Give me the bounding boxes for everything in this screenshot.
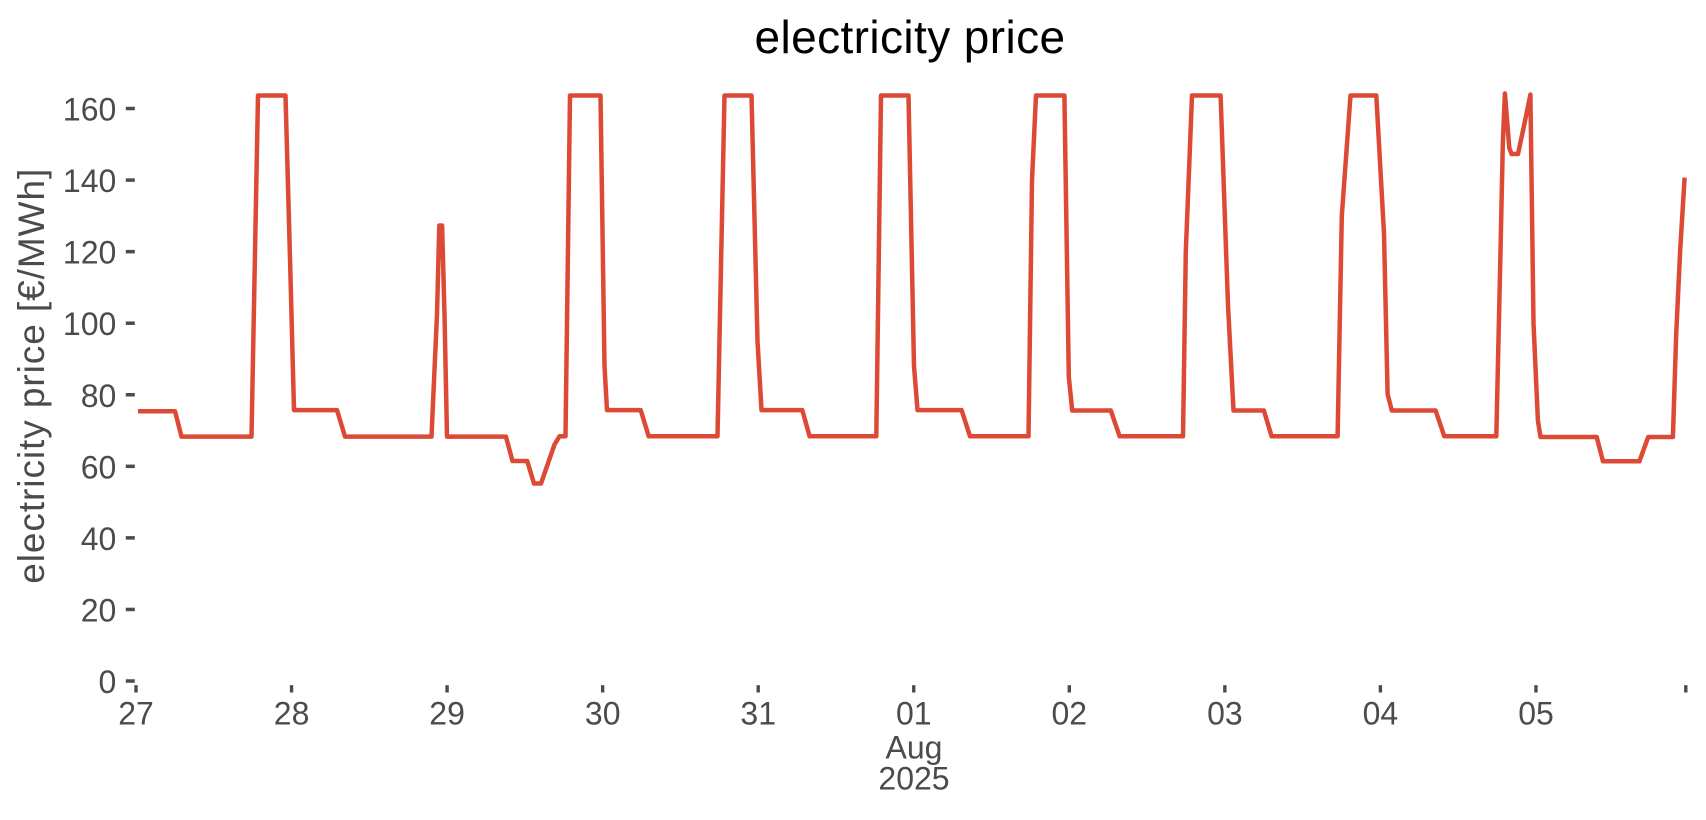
svg-text:20: 20 [81,592,117,628]
svg-text:140: 140 [63,163,116,199]
svg-text:30: 30 [585,695,621,731]
svg-text:160: 160 [63,92,116,128]
svg-text:Aug: Aug [886,730,943,766]
svg-text:02: 02 [1052,695,1088,731]
svg-text:0: 0 [99,664,117,700]
svg-text:31: 31 [740,695,776,731]
svg-text:electricity price: electricity price [755,11,1066,63]
svg-text:electricity price [€/MWh]: electricity price [€/MWh] [11,168,52,584]
svg-text:27: 27 [118,695,154,731]
svg-text:29: 29 [429,695,465,731]
svg-text:03: 03 [1207,695,1243,731]
svg-text:60: 60 [81,449,117,485]
svg-text:28: 28 [274,695,310,731]
svg-text:2025: 2025 [878,761,949,797]
svg-text:120: 120 [63,235,116,271]
svg-text:01: 01 [896,695,932,731]
svg-text:40: 40 [81,521,117,557]
svg-text:100: 100 [63,306,116,342]
svg-text:80: 80 [81,378,117,414]
svg-text:04: 04 [1363,695,1399,731]
svg-text:05: 05 [1518,695,1554,731]
